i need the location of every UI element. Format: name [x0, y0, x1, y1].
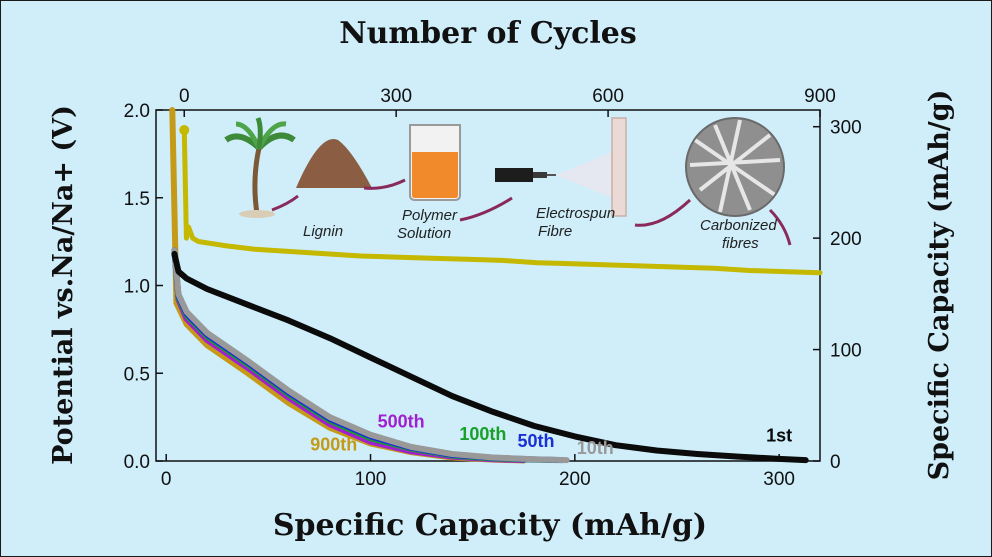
curve-label-900th: 900th [310, 434, 357, 454]
right-axis-title: Specific Capacity (mAh/g) [924, 90, 955, 481]
series-1st-line [171, 250, 809, 464]
x-tick-label: 100 [355, 469, 387, 490]
arrow-icon [634, 198, 692, 227]
x-axis-title: Specific Capacity (mAh/g) [273, 508, 707, 543]
inset-label-polymer-solution: Polymer Solution [397, 207, 458, 242]
y-tick-label: 1.0 [124, 277, 150, 298]
electrospray-icon [556, 152, 612, 198]
inset-label-electrospun-fibre: Electrospun Fibre [536, 205, 615, 240]
y-tick-label: 0.5 [124, 364, 150, 385]
process-arrows [271, 178, 792, 246]
cycling-drop-line [183, 130, 188, 239]
arrow-icon [768, 208, 792, 246]
curve-label-500th: 500th [378, 412, 425, 432]
process-inset: Lignin Polymer Solution Electrospun Fibre … [224, 117, 792, 252]
fibre-sem-icon [685, 117, 785, 217]
beaker-icon [409, 124, 461, 201]
collector-plate-icon [611, 117, 627, 217]
x-tick-label: 300 [763, 469, 795, 490]
top-tick-label: 900 [804, 86, 836, 107]
arrow-icon [271, 194, 299, 212]
right-tick-label: 300 [830, 118, 862, 139]
top-tick-label: 0 [179, 86, 190, 107]
top-tick-label: 600 [592, 86, 624, 107]
palm-tree-icon [224, 117, 296, 218]
inset-label-lignin: Lignin [303, 223, 343, 240]
x-tick-label: 200 [559, 469, 591, 490]
y-axis-title: Potential vs.Na/Na+ (V) [48, 105, 79, 465]
lignin-powder-icon [296, 139, 372, 188]
right-tick-label: 100 [830, 341, 862, 362]
right-tick-label: 200 [830, 229, 862, 250]
inset-label-carbonized-fibres: Carbonized fibres [700, 217, 777, 252]
top-axis-title: Number of Cycles [339, 16, 637, 51]
y-tick-label: 2.0 [124, 101, 150, 122]
curve-label-50th: 50th [518, 431, 555, 451]
right-tick-label: 0 [830, 452, 841, 473]
series-10th-line [171, 247, 570, 464]
arrow-icon [459, 196, 513, 222]
y-tick-label: 1.5 [124, 189, 150, 210]
curve-label-1st: 1st [766, 426, 792, 446]
x-tick-label: 0 [161, 469, 172, 490]
top-tick-label: 300 [380, 86, 412, 107]
arrow-icon [363, 178, 406, 190]
series-cycling-capacity-line [181, 127, 823, 276]
curve-label-100th: 100th [459, 424, 506, 444]
syringe-pump-icon [495, 168, 556, 182]
y-tick-label: 0.0 [124, 452, 150, 473]
curve-label-10th: 10th [577, 438, 614, 458]
